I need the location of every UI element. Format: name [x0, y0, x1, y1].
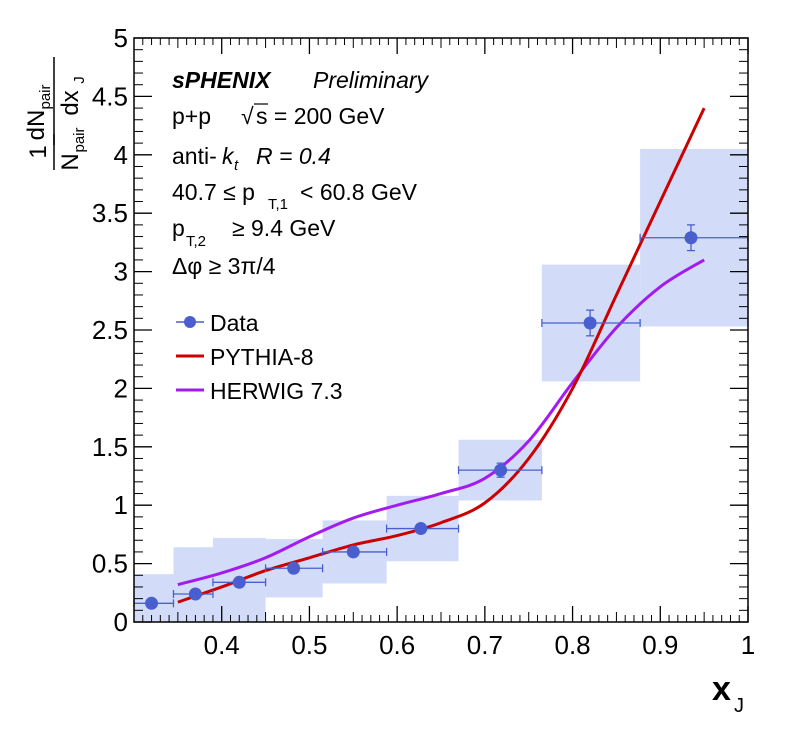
y-tick-label: 3.5	[92, 198, 128, 228]
x-tick-label: 0.5	[291, 630, 327, 660]
algo-k-sub: t	[234, 157, 239, 174]
pt1-pre: 40.7 ≤ p	[172, 179, 255, 205]
pt1-sub: T,1	[268, 196, 288, 213]
y-tick-label: 0	[114, 607, 128, 637]
y-tick-label: 1	[114, 490, 128, 520]
x-tick-label: 0.8	[554, 630, 590, 660]
y-label-den-sub: pair	[71, 127, 88, 152]
pt2-pre: p	[172, 215, 185, 241]
x-axis-label-sub: J	[734, 695, 744, 717]
y-label-dx: dx	[57, 90, 84, 115]
y-axis-label-2: dN pair dx J	[23, 57, 88, 145]
pt1-post: < 60.8 GeV	[300, 179, 418, 205]
legend-label-data: Data	[210, 310, 259, 336]
y-tick-label: 2.5	[92, 315, 128, 345]
prelim-label: Preliminary	[313, 67, 430, 93]
data-point	[346, 545, 360, 559]
axis-ticks: 0.4 0.5 0.6 0.7 0.8 0.9 1 0 0.5 1 1.5 2 2.5 3 3.5 4 4.5 5	[92, 23, 755, 660]
x-tick-label: 0.9	[642, 630, 678, 660]
experiment-name: sPHENIX	[172, 67, 272, 93]
x-tick-label: 0.4	[204, 630, 240, 660]
legend-entry-pythia: PYTHIA-8	[176, 344, 314, 370]
y-tick-label: 4	[114, 140, 128, 170]
herwig-curve	[177, 258, 705, 587]
y-tick-label: 3	[114, 257, 128, 287]
x-axis-label: x	[712, 670, 731, 708]
y-tick-label: 4.5	[92, 81, 128, 111]
x-tick-label: 1	[741, 630, 755, 660]
data-point	[414, 522, 428, 536]
algo-prefix: anti-	[172, 143, 217, 169]
data-point	[188, 587, 202, 601]
y-tick-label: 2	[114, 373, 128, 403]
y-label-num-sub: pair	[37, 84, 54, 109]
data-point	[232, 575, 246, 589]
legend-label-pythia: PYTHIA-8	[210, 344, 314, 370]
annotation-block: sPHENIX Preliminary p+p √ s = 200 GeV an…	[172, 67, 430, 279]
dphi-label: Δφ ≥ 3π/4	[172, 253, 276, 279]
y-axis-label: 1 N pair	[25, 127, 88, 170]
legend-entry-data: Data	[176, 310, 259, 336]
y-tick-label: 0.5	[92, 549, 128, 579]
y-label-dx-sub: J	[71, 76, 88, 84]
y-label-num: dN	[23, 110, 50, 141]
y-label-one: 1	[25, 145, 52, 158]
y-tick-label: 1.5	[92, 432, 128, 462]
data-point	[494, 463, 508, 477]
legend-entry-herwig: HERWIG 7.3	[176, 378, 343, 404]
model-curves	[177, 107, 706, 604]
legend-label-herwig: HERWIG 7.3	[210, 378, 343, 404]
data-point	[145, 596, 159, 610]
pt2-post: ≥ 9.4 GeV	[232, 215, 336, 241]
y-label-den: N	[57, 153, 84, 170]
pythia-curve	[177, 107, 706, 604]
legend-marker-data	[184, 316, 196, 328]
legend: Data PYTHIA-8 HERWIG 7.3	[176, 310, 343, 404]
sqrt-symbol: √	[241, 103, 254, 129]
pt2-sub: T,2	[186, 233, 206, 250]
data-point	[684, 231, 698, 245]
x-tick-label: 0.7	[467, 630, 503, 660]
system-label: p+p	[172, 103, 211, 129]
algo-k: k	[222, 143, 235, 169]
y-tick-label: 5	[114, 23, 128, 53]
data-point	[583, 316, 597, 330]
radius-label: R = 0.4	[256, 143, 331, 169]
energy-label: s = 200 GeV	[256, 103, 385, 129]
data-point	[287, 561, 301, 575]
x-tick-label: 0.6	[379, 630, 415, 660]
